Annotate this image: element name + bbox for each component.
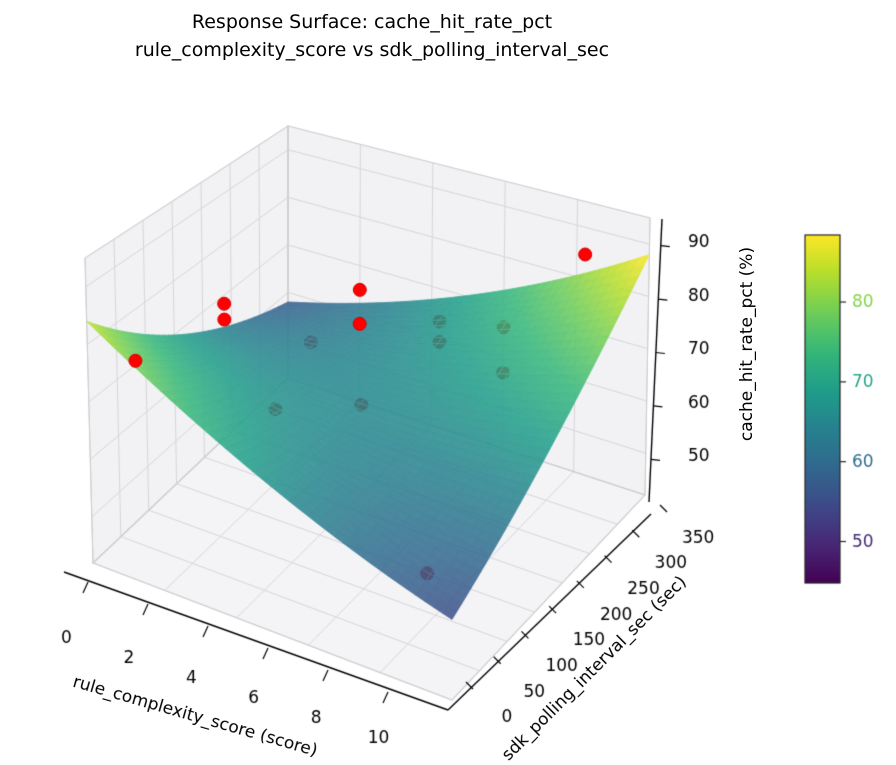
chart-title-line1: Response Surface: cache_hit_rate_pct — [191, 11, 553, 33]
chart-title-line2: rule_complexity_score vs sdk_polling_int… — [134, 39, 610, 61]
chart-title: Response Surface: cache_hit_rate_pct rul… — [0, 8, 744, 64]
z-axis-label: cache_hit_rate_pct (%) — [737, 246, 757, 442]
